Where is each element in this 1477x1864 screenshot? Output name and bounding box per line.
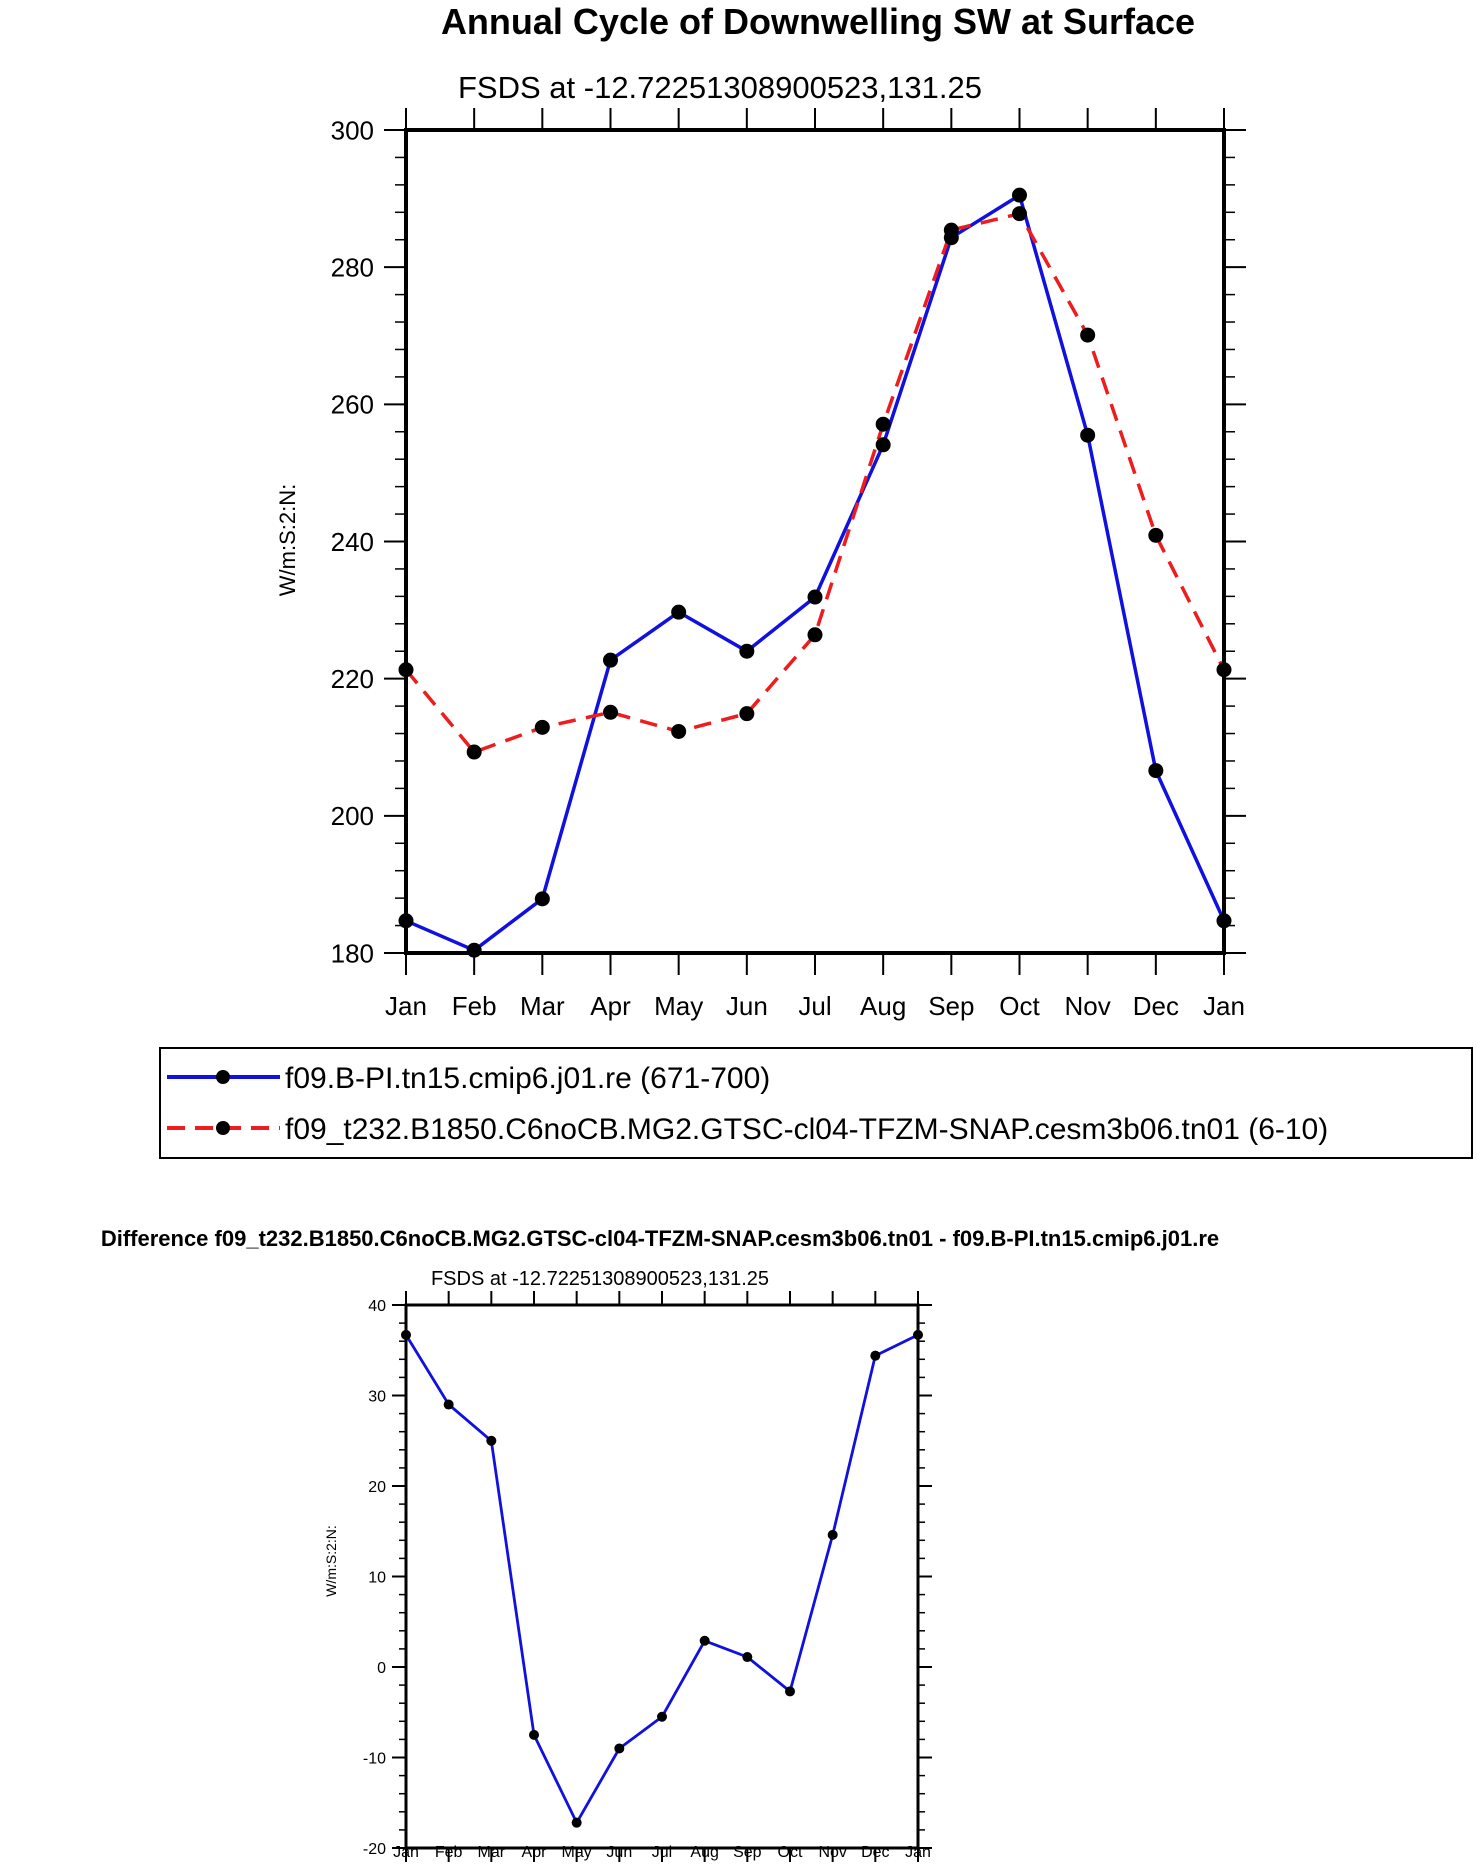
series-1-point bbox=[571, 1817, 582, 1828]
series-1-point bbox=[671, 604, 687, 620]
legend: f09.B-PI.tn15.cmip6.j01.re (671-700) f09… bbox=[159, 1047, 1473, 1159]
y-tick-label: 200 bbox=[331, 801, 374, 831]
top-chart-plot-frame bbox=[404, 128, 1226, 955]
series-1-point bbox=[742, 1652, 753, 1663]
series-2-point bbox=[1012, 206, 1027, 222]
y-tick-label: 300 bbox=[331, 115, 374, 145]
y-tick-label: 0 bbox=[377, 1660, 386, 1677]
x-tick-label: Jan bbox=[385, 991, 427, 1021]
bottom-chart-y-axis-label: W/m:S:2:N: bbox=[323, 1525, 339, 1597]
y-tick-label: 30 bbox=[368, 1388, 386, 1405]
legend-box bbox=[159, 1047, 1473, 1159]
top-chart-y-axis-label: W/m:S:2:N: bbox=[275, 484, 300, 596]
series-1-point bbox=[1148, 763, 1164, 779]
legend-marker-2 bbox=[216, 1121, 230, 1135]
x-tick-label: Jun bbox=[726, 991, 768, 1021]
y-tick-label: 10 bbox=[368, 1569, 386, 1586]
series-1-point bbox=[1080, 427, 1096, 443]
x-tick-label: Aug bbox=[860, 991, 906, 1021]
x-tick-label: Dec bbox=[1133, 991, 1179, 1021]
series-2-point bbox=[807, 627, 823, 643]
series-2-point bbox=[739, 706, 755, 722]
series-2-point bbox=[943, 222, 959, 238]
y-tick-label: 280 bbox=[331, 253, 374, 283]
series-1-point bbox=[603, 652, 618, 668]
series-1-point bbox=[699, 1635, 710, 1646]
legend-label-1: f09.B-PI.tn15.cmip6.j01.re (671-700) bbox=[285, 1062, 770, 1095]
series-2-point bbox=[603, 704, 618, 720]
x-tick-label: Sep bbox=[928, 991, 974, 1021]
top-chart-title: Annual Cycle of Downwelling SW at Surfac… bbox=[441, 1, 1195, 42]
y-tick-label: 240 bbox=[331, 527, 374, 557]
x-tick-label: Jan bbox=[1203, 991, 1245, 1021]
bottom-chart: Difference f09_t232.B1850.C6noCB.MG2.GTS… bbox=[101, 1226, 1219, 1862]
y-tick-label: -20 bbox=[363, 1841, 386, 1858]
top-chart-subtitle: FSDS at -12.72251308900523,131.25 bbox=[458, 70, 982, 105]
series-line-1 bbox=[404, 1333, 919, 1825]
y-tick-label: 40 bbox=[368, 1298, 386, 1315]
series-1-point bbox=[486, 1435, 497, 1446]
x-tick-label: May bbox=[654, 991, 703, 1021]
series-2-point bbox=[1148, 527, 1164, 543]
x-tick-label: Jul bbox=[798, 991, 831, 1021]
series-1-point bbox=[466, 942, 482, 958]
series-1-point bbox=[534, 891, 550, 907]
series-1-point bbox=[443, 1399, 454, 1410]
series-line-1 bbox=[405, 193, 1226, 953]
bottom-chart-title: Difference f09_t232.B1850.C6noCB.MG2.GTS… bbox=[101, 1226, 1219, 1251]
series-1-point bbox=[870, 1350, 881, 1361]
series-1-point bbox=[614, 1743, 625, 1754]
x-tick-label: Mar bbox=[520, 991, 565, 1021]
series-1-point bbox=[875, 437, 891, 453]
legend-entry-1: f09.B-PI.tn15.cmip6.j01.re (671-700) bbox=[167, 1062, 770, 1095]
series-1-point bbox=[529, 1729, 539, 1740]
top-chart: Annual Cycle of Downwelling SW at Surfac… bbox=[275, 1, 1246, 1021]
series-2-point bbox=[534, 719, 550, 735]
y-tick-label: -10 bbox=[363, 1750, 386, 1767]
y-tick-label: 20 bbox=[368, 1479, 386, 1496]
series-2-point bbox=[671, 723, 687, 739]
series-1-point bbox=[739, 643, 755, 659]
legend-entry-2: f09_t232.B1850.C6noCB.MG2.GTSC-cl04-TFZM… bbox=[167, 1113, 1328, 1146]
series-1-point bbox=[785, 1686, 795, 1697]
series-2-point bbox=[466, 744, 482, 760]
series-1-point bbox=[1012, 187, 1027, 203]
y-tick-label: 180 bbox=[331, 938, 374, 968]
x-tick-label: Nov bbox=[1065, 991, 1111, 1021]
series-line-2 bbox=[404, 211, 1226, 754]
series-2-point bbox=[1080, 327, 1096, 343]
y-tick-label: 260 bbox=[331, 390, 374, 420]
x-tick-label: Apr bbox=[590, 991, 631, 1021]
series-1-point bbox=[807, 589, 823, 605]
bottom-chart-plot-frame bbox=[404, 1303, 920, 1850]
y-tick-label: 220 bbox=[331, 664, 374, 694]
x-tick-label: Oct bbox=[999, 991, 1040, 1021]
legend-marker-1 bbox=[216, 1070, 230, 1084]
legend-label-2: f09_t232.B1850.C6noCB.MG2.GTSC-cl04-TFZM… bbox=[285, 1113, 1328, 1146]
bottom-chart-subtitle: FSDS at -12.72251308900523,131.25 bbox=[431, 1268, 769, 1290]
series-2-point bbox=[875, 416, 891, 432]
series-1-point bbox=[657, 1711, 667, 1722]
series-1-point bbox=[827, 1529, 838, 1540]
x-tick-label: Feb bbox=[452, 991, 497, 1021]
